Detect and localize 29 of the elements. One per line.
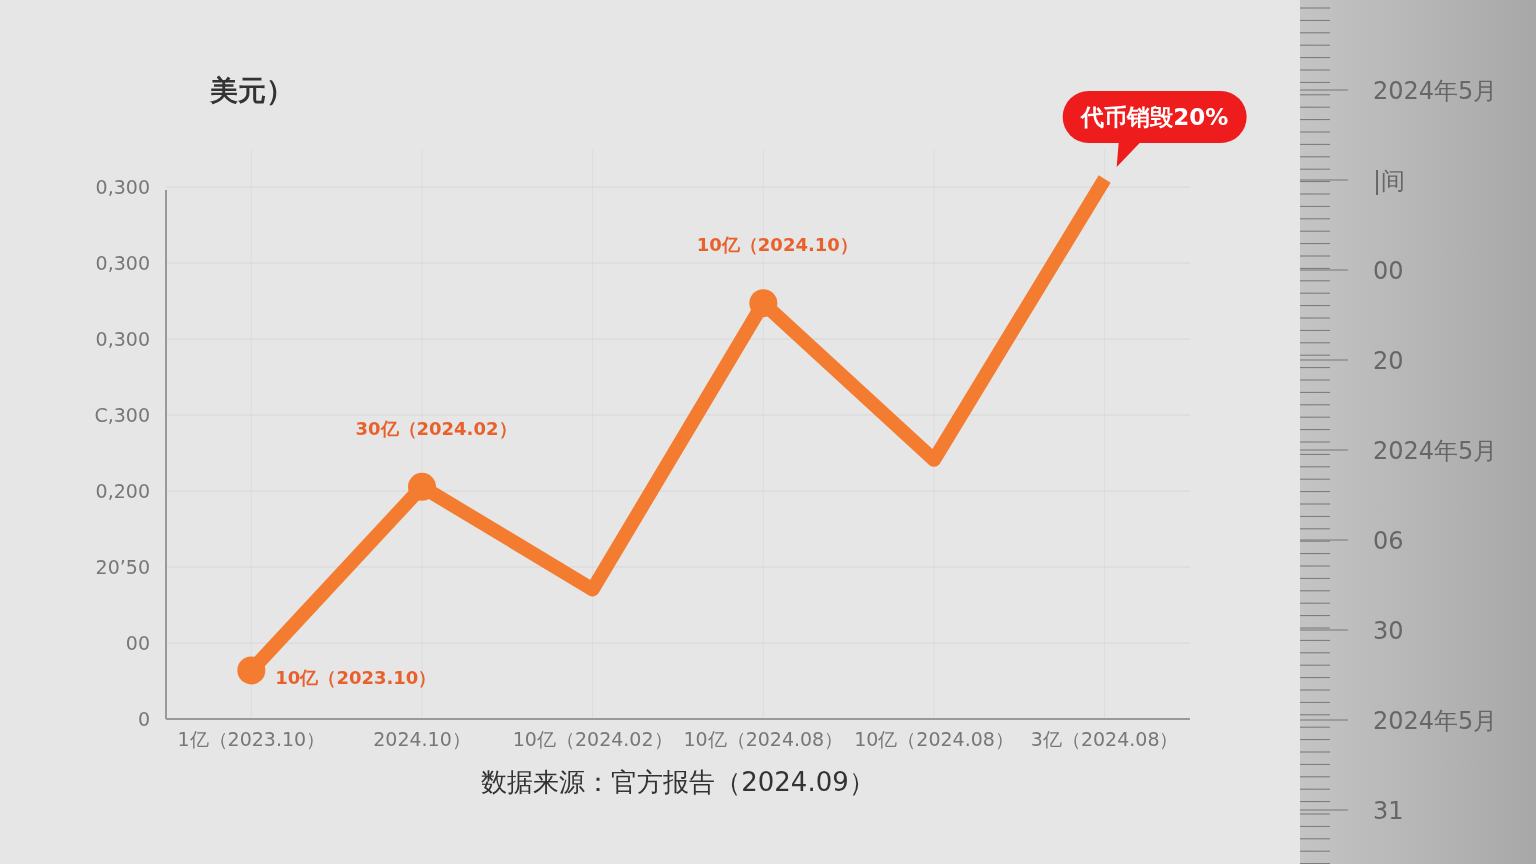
text: 0,200 <box>95 480 150 502</box>
text: 30 <box>1373 617 1404 645</box>
text: 20’50 <box>95 556 150 578</box>
text: 06 <box>1373 527 1404 555</box>
x-tick-label: 3亿（2024.08） <box>1030 728 1179 750</box>
text: 2024年5月 <box>1373 707 1498 735</box>
text: 0 <box>137 708 150 730</box>
text: 0,300 <box>95 176 150 198</box>
text: C,300 <box>94 404 150 426</box>
text: 20 <box>1373 347 1404 375</box>
x-tick-label: 2024.10） <box>373 728 471 750</box>
chart-title: 美元） <box>209 74 294 107</box>
text: 31 <box>1373 797 1404 825</box>
text: |间 <box>1373 167 1406 195</box>
annotation: 10亿（2024.10） <box>696 234 858 256</box>
text: 00 <box>125 632 150 654</box>
annotation: 10亿（2023.10） <box>275 667 437 689</box>
text: 00 <box>1373 257 1404 285</box>
text: 0,300 <box>95 328 150 350</box>
annotation: 30亿（2024.02） <box>355 417 517 439</box>
annotation: 代币销毁20% <box>1080 104 1229 130</box>
text: 2024年5月 <box>1373 77 1498 105</box>
x-tick-label: 10亿（2024.08） <box>854 728 1014 750</box>
text: 2024年5月 <box>1373 437 1498 465</box>
source-note: 数据来源：官方报告（2024.09） <box>481 767 875 797</box>
x-tick-label: 10亿（2024.08） <box>683 728 844 750</box>
x-tick-label: 1亿（2023.10） <box>177 728 326 750</box>
x-tick-label: 10亿（2024.02） <box>512 728 673 750</box>
text: 0,300 <box>95 252 150 274</box>
